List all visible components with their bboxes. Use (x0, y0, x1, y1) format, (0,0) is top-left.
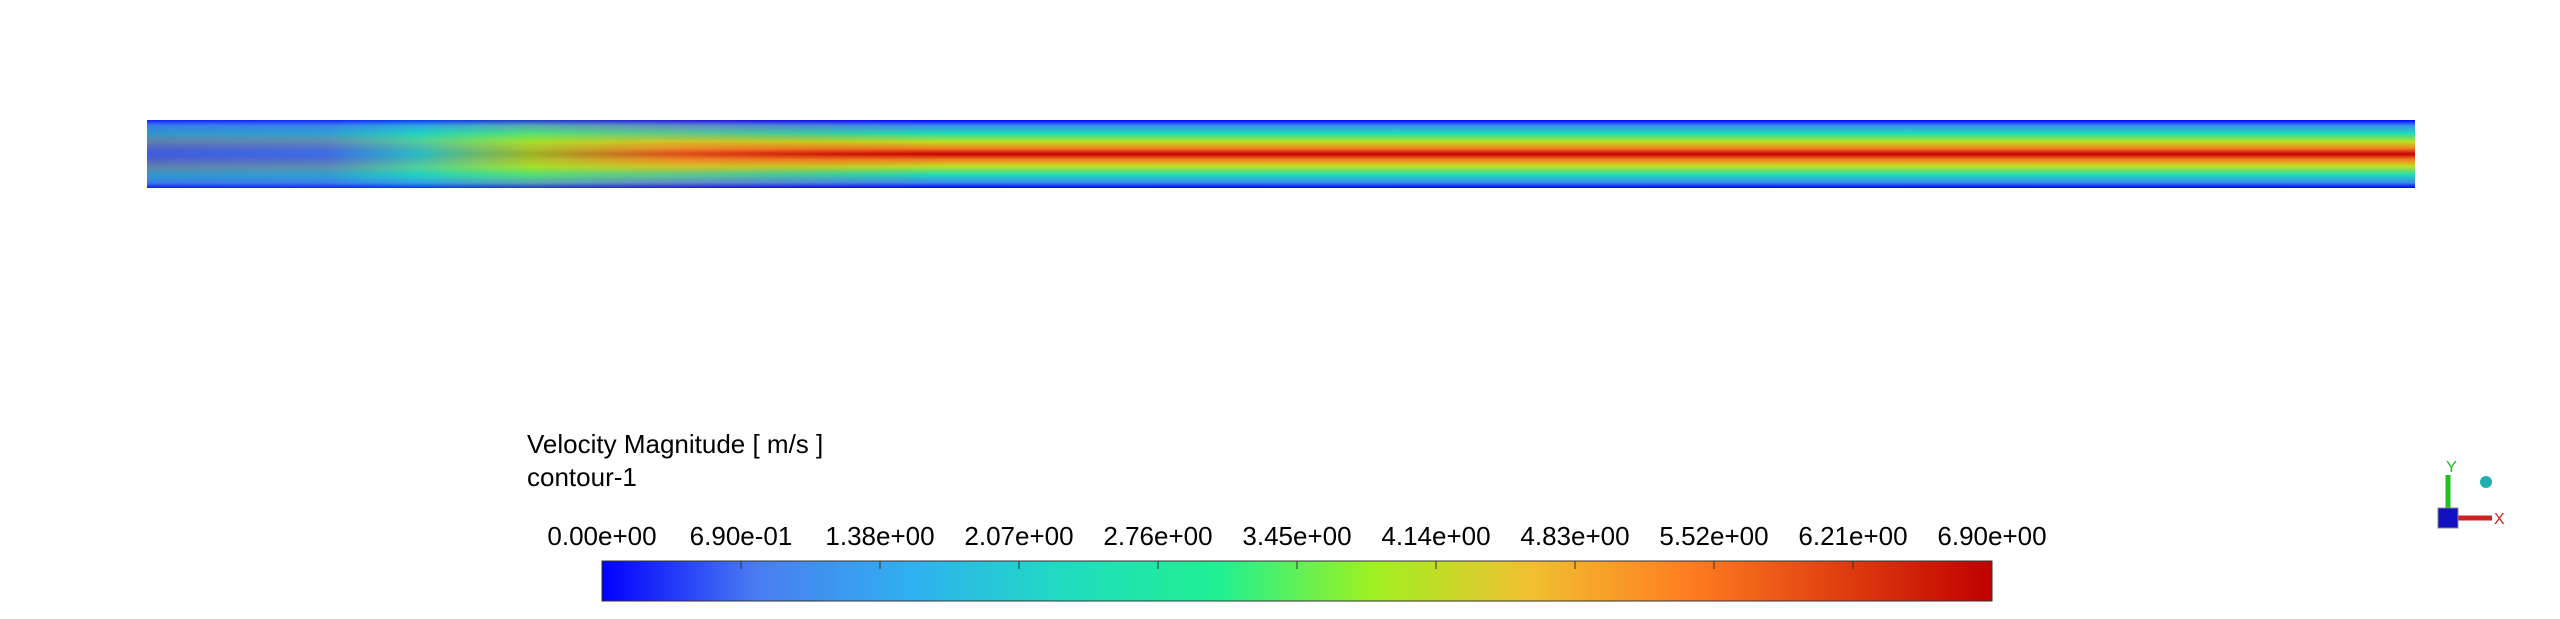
pipe-contour (147, 120, 2415, 188)
colorbar-tick-label: 3.45e+00 (1242, 521, 1351, 551)
colorbar-tick-label: 6.90e-01 (690, 521, 793, 551)
colorbar-tick-label: 4.83e+00 (1520, 521, 1629, 551)
legend-title: Velocity Magnitude [ m/s ] (527, 429, 823, 459)
colorbar-tick-label: 1.38e+00 (825, 521, 934, 551)
triad-x-label: X (2494, 511, 2505, 528)
triad-iso (2480, 476, 2492, 488)
triad-z-axis (2437, 507, 2459, 529)
inlet-region (147, 120, 2415, 188)
colorbar-tick-label: 5.52e+00 (1659, 521, 1768, 551)
axis-triad: Y X (2437, 459, 2505, 529)
colorbar-tick-label: 0.00e+00 (547, 521, 656, 551)
colorbar-tick-label: 4.14e+00 (1381, 521, 1490, 551)
colorbar-tick-label: 6.90e+00 (1937, 521, 2046, 551)
colorbar-tick-label: 2.76e+00 (1103, 521, 1212, 551)
colorbar-tick-label: 2.07e+00 (964, 521, 1073, 551)
triad-y-label: Y (2446, 459, 2457, 476)
legend-subtitle: contour-1 (527, 462, 637, 492)
colorbar-tick-label: 6.21e+00 (1798, 521, 1907, 551)
